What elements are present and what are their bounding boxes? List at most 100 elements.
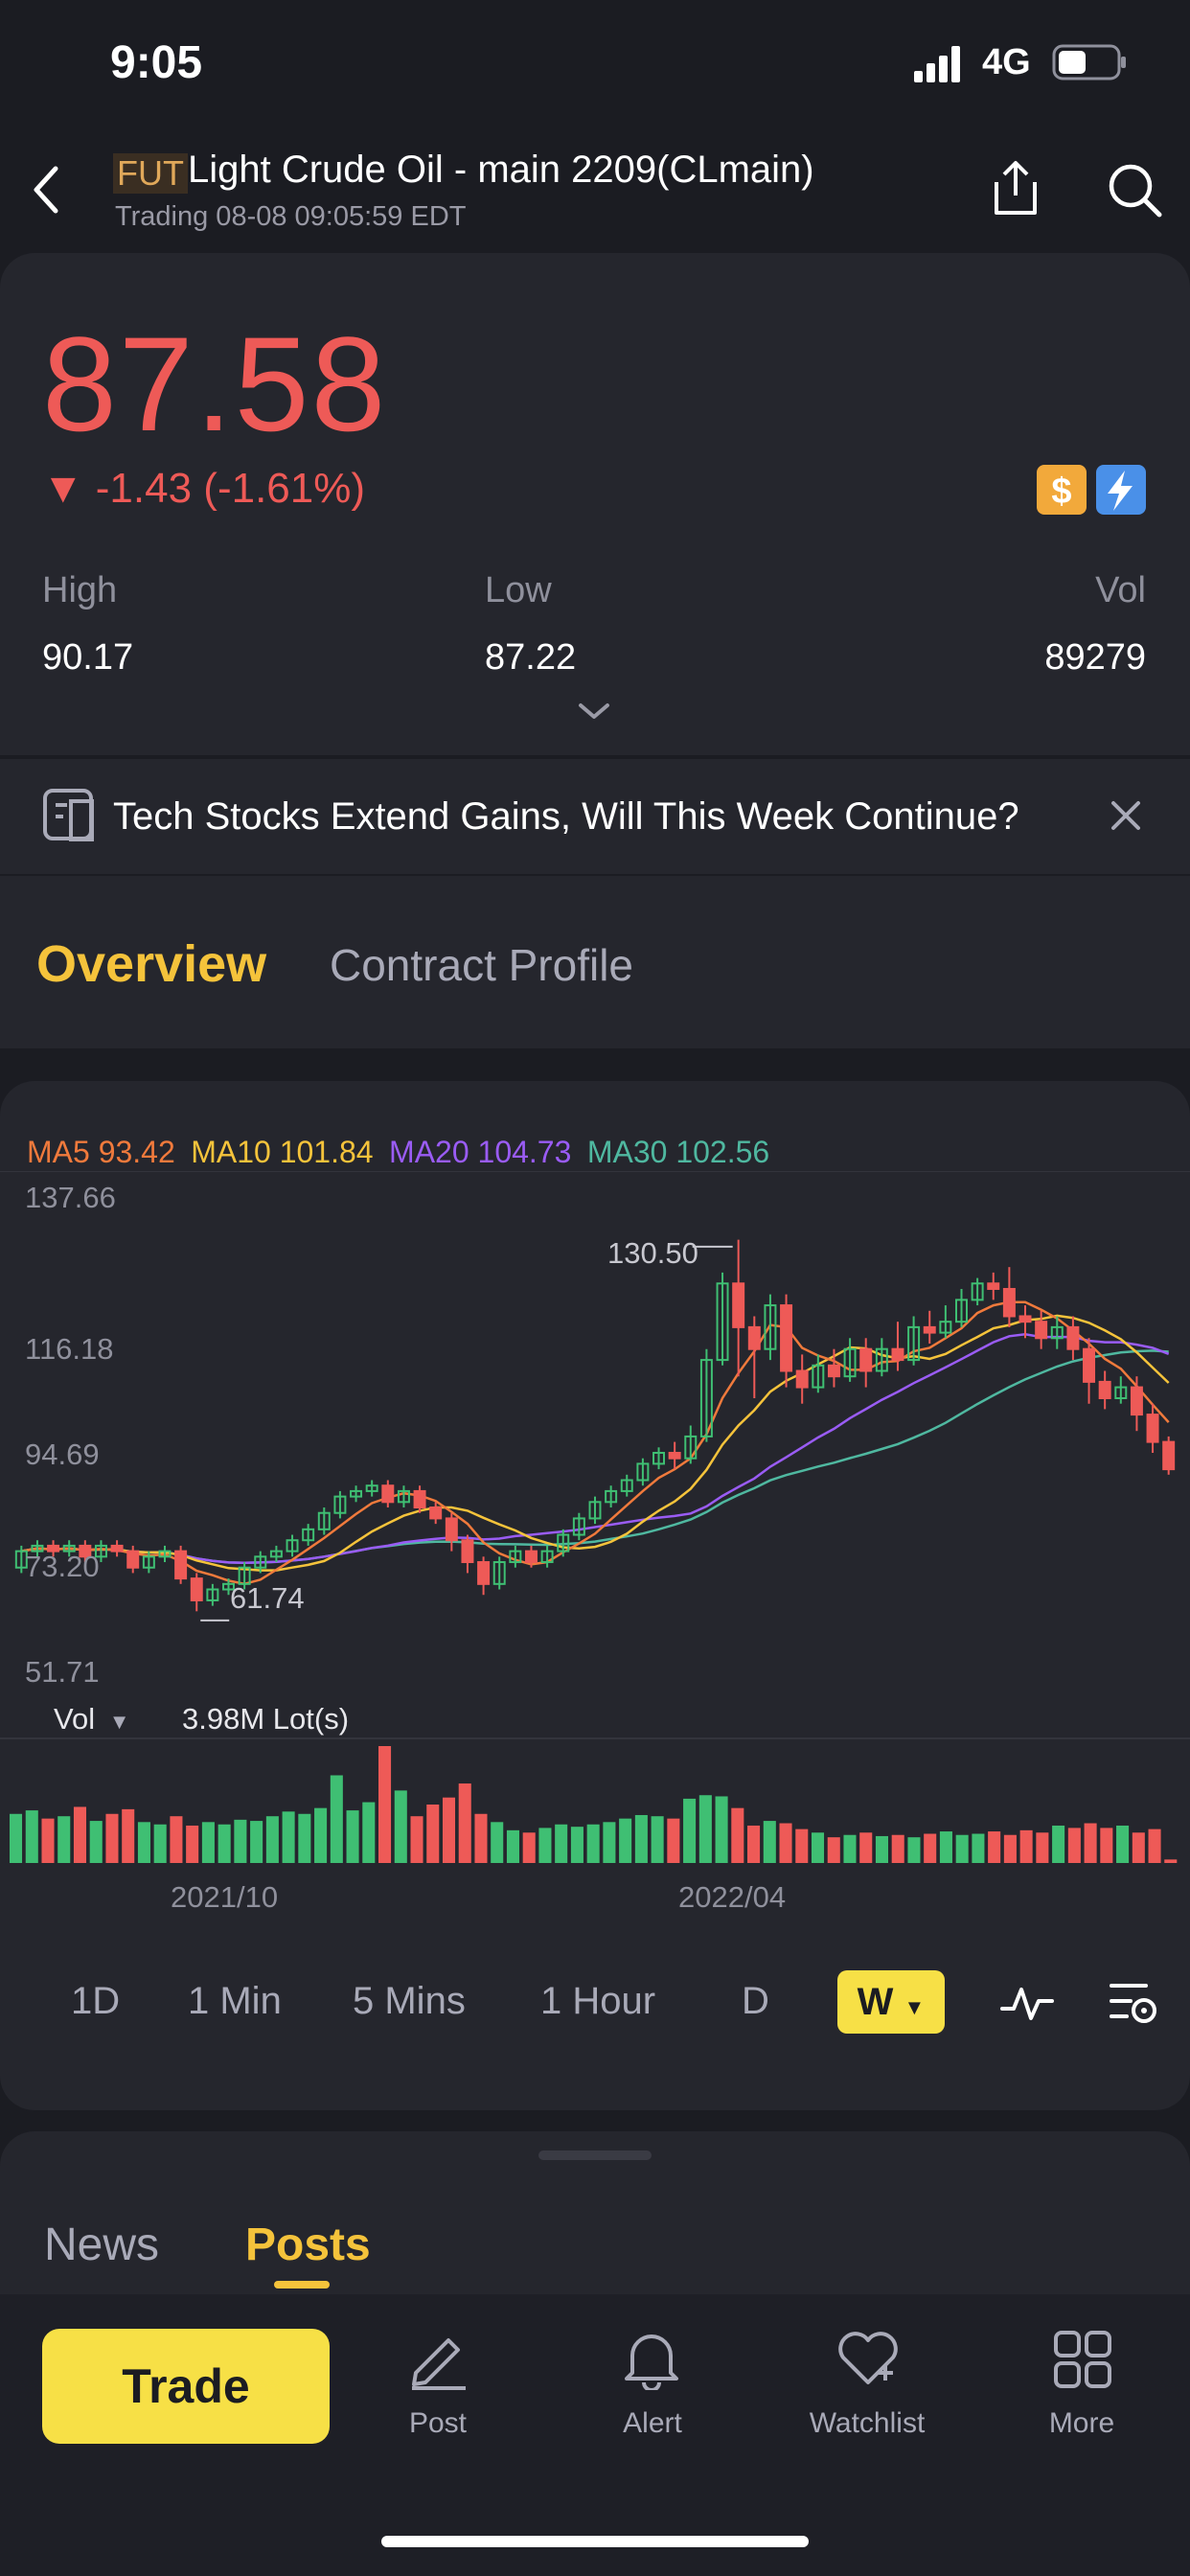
volume-bar (1116, 1825, 1130, 1863)
instrument-title: Light Crude Oil - main 2209(CLmain) (188, 149, 814, 191)
candle-body (780, 1304, 793, 1372)
candle-body (1066, 1325, 1080, 1350)
futures-badge: FUT (113, 153, 188, 194)
volume-bar (201, 1822, 215, 1863)
news-banner[interactable] (0, 757, 1190, 874)
volume-bar (1036, 1832, 1049, 1863)
network-type: 4G (982, 42, 1031, 82)
volume-bar (859, 1832, 873, 1863)
volume-bar (346, 1810, 359, 1863)
volume-bar (619, 1818, 632, 1863)
period-day[interactable]: D (742, 1980, 769, 2022)
volume-bar (907, 1837, 921, 1863)
candle-body (747, 1325, 761, 1350)
candle-body (668, 1452, 681, 1460)
candle-body (142, 1555, 155, 1569)
post-label[interactable]: Post (408, 2407, 468, 2439)
ma30-line (21, 1349, 1169, 1565)
pen-icon[interactable] (406, 2327, 469, 2390)
candle-body (1114, 1386, 1128, 1399)
volume-bar (827, 1837, 840, 1863)
candle-body (1002, 1287, 1016, 1318)
candle-body (1035, 1321, 1048, 1340)
chart-settings-icon[interactable] (1108, 1980, 1161, 2028)
period-1hour[interactable]: 1 Hour (540, 1980, 656, 2022)
volume-bar (298, 1813, 311, 1863)
drag-handle[interactable] (538, 2150, 652, 2160)
volume-bar (795, 1828, 809, 1863)
price-change: ▼ -1.43 (-1.61%) (42, 465, 366, 512)
candle-body (477, 1561, 491, 1585)
volume-bar (747, 1825, 761, 1863)
ma10-label: MA10 101.84 (191, 1135, 374, 1169)
candle-body (636, 1462, 650, 1482)
indicator-icon[interactable] (1000, 1980, 1054, 2024)
period-week[interactable]: W ▼ (837, 1970, 945, 2034)
candle-body (795, 1369, 809, 1389)
candle-body (158, 1550, 172, 1558)
candle-body (605, 1489, 618, 1504)
volume-bar (1148, 1828, 1161, 1863)
close-icon[interactable] (1110, 799, 1142, 832)
y-axis-label: 94.69 (25, 1438, 100, 1471)
volume-bar (378, 1746, 392, 1863)
period-week-label: W (857, 1981, 894, 2023)
search-icon[interactable] (1104, 159, 1165, 220)
candle-body (955, 1299, 968, 1323)
volume-bar (972, 1833, 985, 1863)
tab-contract-profile[interactable]: Contract Profile (330, 940, 634, 990)
period-5mins[interactable]: 5 Mins (353, 1980, 466, 2022)
high-label: High (42, 570, 118, 610)
candle-body (350, 1489, 363, 1498)
news-banner-text[interactable]: Tech Stocks Extend Gains, Will This Week… (113, 795, 1019, 838)
more-label[interactable]: More (1048, 2407, 1115, 2439)
candlestick-chart[interactable] (0, 1171, 1190, 1882)
expand-chevron-icon[interactable] (577, 700, 611, 723)
volume-selector[interactable]: Vol ▼ (54, 1702, 130, 1736)
trade-button[interactable]: Trade (42, 2329, 330, 2444)
candle-body (222, 1582, 235, 1591)
candle-body (540, 1550, 554, 1564)
volume-bar (955, 1834, 969, 1863)
volume-bar (683, 1798, 697, 1863)
tab-overview[interactable]: Overview (36, 935, 267, 993)
volume-bar (924, 1833, 937, 1863)
volume-bar (170, 1816, 183, 1863)
volume-bar (73, 1806, 87, 1863)
volume-bar (1019, 1829, 1033, 1863)
volume-bar (1132, 1832, 1145, 1863)
ma5-line (21, 1300, 1170, 1586)
quote-card (0, 253, 1190, 755)
period-1d[interactable]: 1D (71, 1980, 121, 2022)
watchlist-heart-icon[interactable] (834, 2327, 903, 2390)
period-1min[interactable]: 1 Min (188, 1980, 282, 2022)
candle-body (269, 1550, 283, 1558)
tab-posts[interactable]: Posts (245, 2220, 371, 2270)
x-axis-label: 2022/04 (678, 1880, 787, 1914)
back-icon[interactable] (27, 163, 65, 217)
volume-bar (843, 1834, 857, 1863)
candle-body (509, 1550, 522, 1564)
candle-body (987, 1282, 1000, 1290)
signal-icon (914, 46, 960, 82)
candle-body (1146, 1414, 1159, 1443)
volume-bar (25, 1810, 38, 1863)
tab-news[interactable]: News (44, 2220, 160, 2270)
bell-icon[interactable] (621, 2327, 682, 2390)
candle-body (206, 1588, 219, 1601)
more-grid-icon[interactable] (1052, 2329, 1113, 2390)
volume-bar (763, 1821, 776, 1863)
candle-body (317, 1511, 331, 1530)
volume-bar (538, 1828, 552, 1863)
volume-label: Vol (54, 1702, 96, 1736)
volume-bar (250, 1821, 263, 1863)
chevron-down-icon: ▼ (108, 1710, 130, 1734)
battery-icon (1052, 44, 1126, 80)
alert-label[interactable]: Alert (623, 2407, 682, 2439)
y-axis-label: 137.66 (25, 1181, 116, 1214)
volume-bar (282, 1811, 295, 1863)
share-icon[interactable] (987, 157, 1044, 220)
watchlist-label[interactable]: Watchlist (809, 2407, 926, 2439)
volume-bar (234, 1819, 247, 1863)
volume-bar (265, 1816, 279, 1863)
